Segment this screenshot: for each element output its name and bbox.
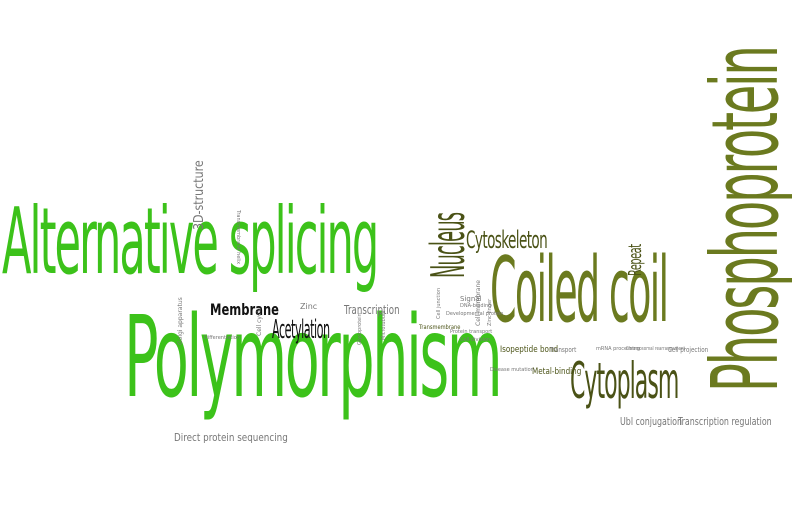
word-cell-junction: Cell junction xyxy=(436,288,442,319)
word-golgi-apparatus: Golgi apparatus xyxy=(177,297,184,345)
word-dna-binding: DNA-binding xyxy=(460,303,492,309)
word-transmembrane-helix: Transmembrane helix xyxy=(235,210,241,265)
word-acetylation: Acetylation xyxy=(272,315,330,345)
word-mrna-processing: mRNA processing xyxy=(596,346,641,352)
word-polymorphism: Polymorphism xyxy=(124,293,503,423)
word-3d-structure: 3D-structure xyxy=(192,160,207,230)
word-coiled-coil: Coiled coil xyxy=(490,238,669,343)
word-signal: Signal xyxy=(460,295,482,303)
word-microtubule: Microtubule xyxy=(381,310,387,340)
word-protein-transport: Protein transport xyxy=(450,329,493,335)
word-membrane: Membrane xyxy=(210,300,279,319)
word-cell-projection: Cell projection xyxy=(668,346,709,354)
word-developmental-protein: Developmental protein xyxy=(446,311,504,317)
word-cell-division: Cell division xyxy=(460,337,491,343)
word-direct-protein-sequencing: Direct protein sequencing xyxy=(174,431,288,444)
word-alternative-splicing: Alternative splicing xyxy=(2,188,379,295)
word-transmembrane: Transmembrane xyxy=(419,324,461,331)
word-zinc: Zinc xyxy=(300,302,318,311)
word-cell-cycle: Cell cycle xyxy=(256,307,263,336)
word-isopeptide-bond: Isopeptide bond xyxy=(500,345,559,355)
word-transport: Transport xyxy=(550,346,577,354)
word-glycoprotein: Glycoprotein xyxy=(357,313,363,345)
word-metal-binding: Metal-binding xyxy=(532,367,582,377)
word-transcription-regulation: Transcription regulation xyxy=(678,415,772,428)
word-nucleus: Nucleus xyxy=(421,212,475,278)
word-differentiation: Differentiation xyxy=(204,335,240,341)
word-disease-mutation: Disease mutation xyxy=(490,367,534,373)
word-repeat: Repeat xyxy=(625,244,646,276)
word-chromosomal-rearrangement: Chromosomal rearrangement xyxy=(626,346,686,352)
word-transcription: Transcription xyxy=(344,303,400,317)
word-ubl-conjugation: Ubl conjugation xyxy=(620,415,683,428)
word-phosphoprotein: Phosphoprotein xyxy=(692,47,792,392)
word-cytoskeleton: Cytoskeleton xyxy=(466,226,548,254)
word-cytoplasm: Cytoplasm xyxy=(570,352,679,410)
